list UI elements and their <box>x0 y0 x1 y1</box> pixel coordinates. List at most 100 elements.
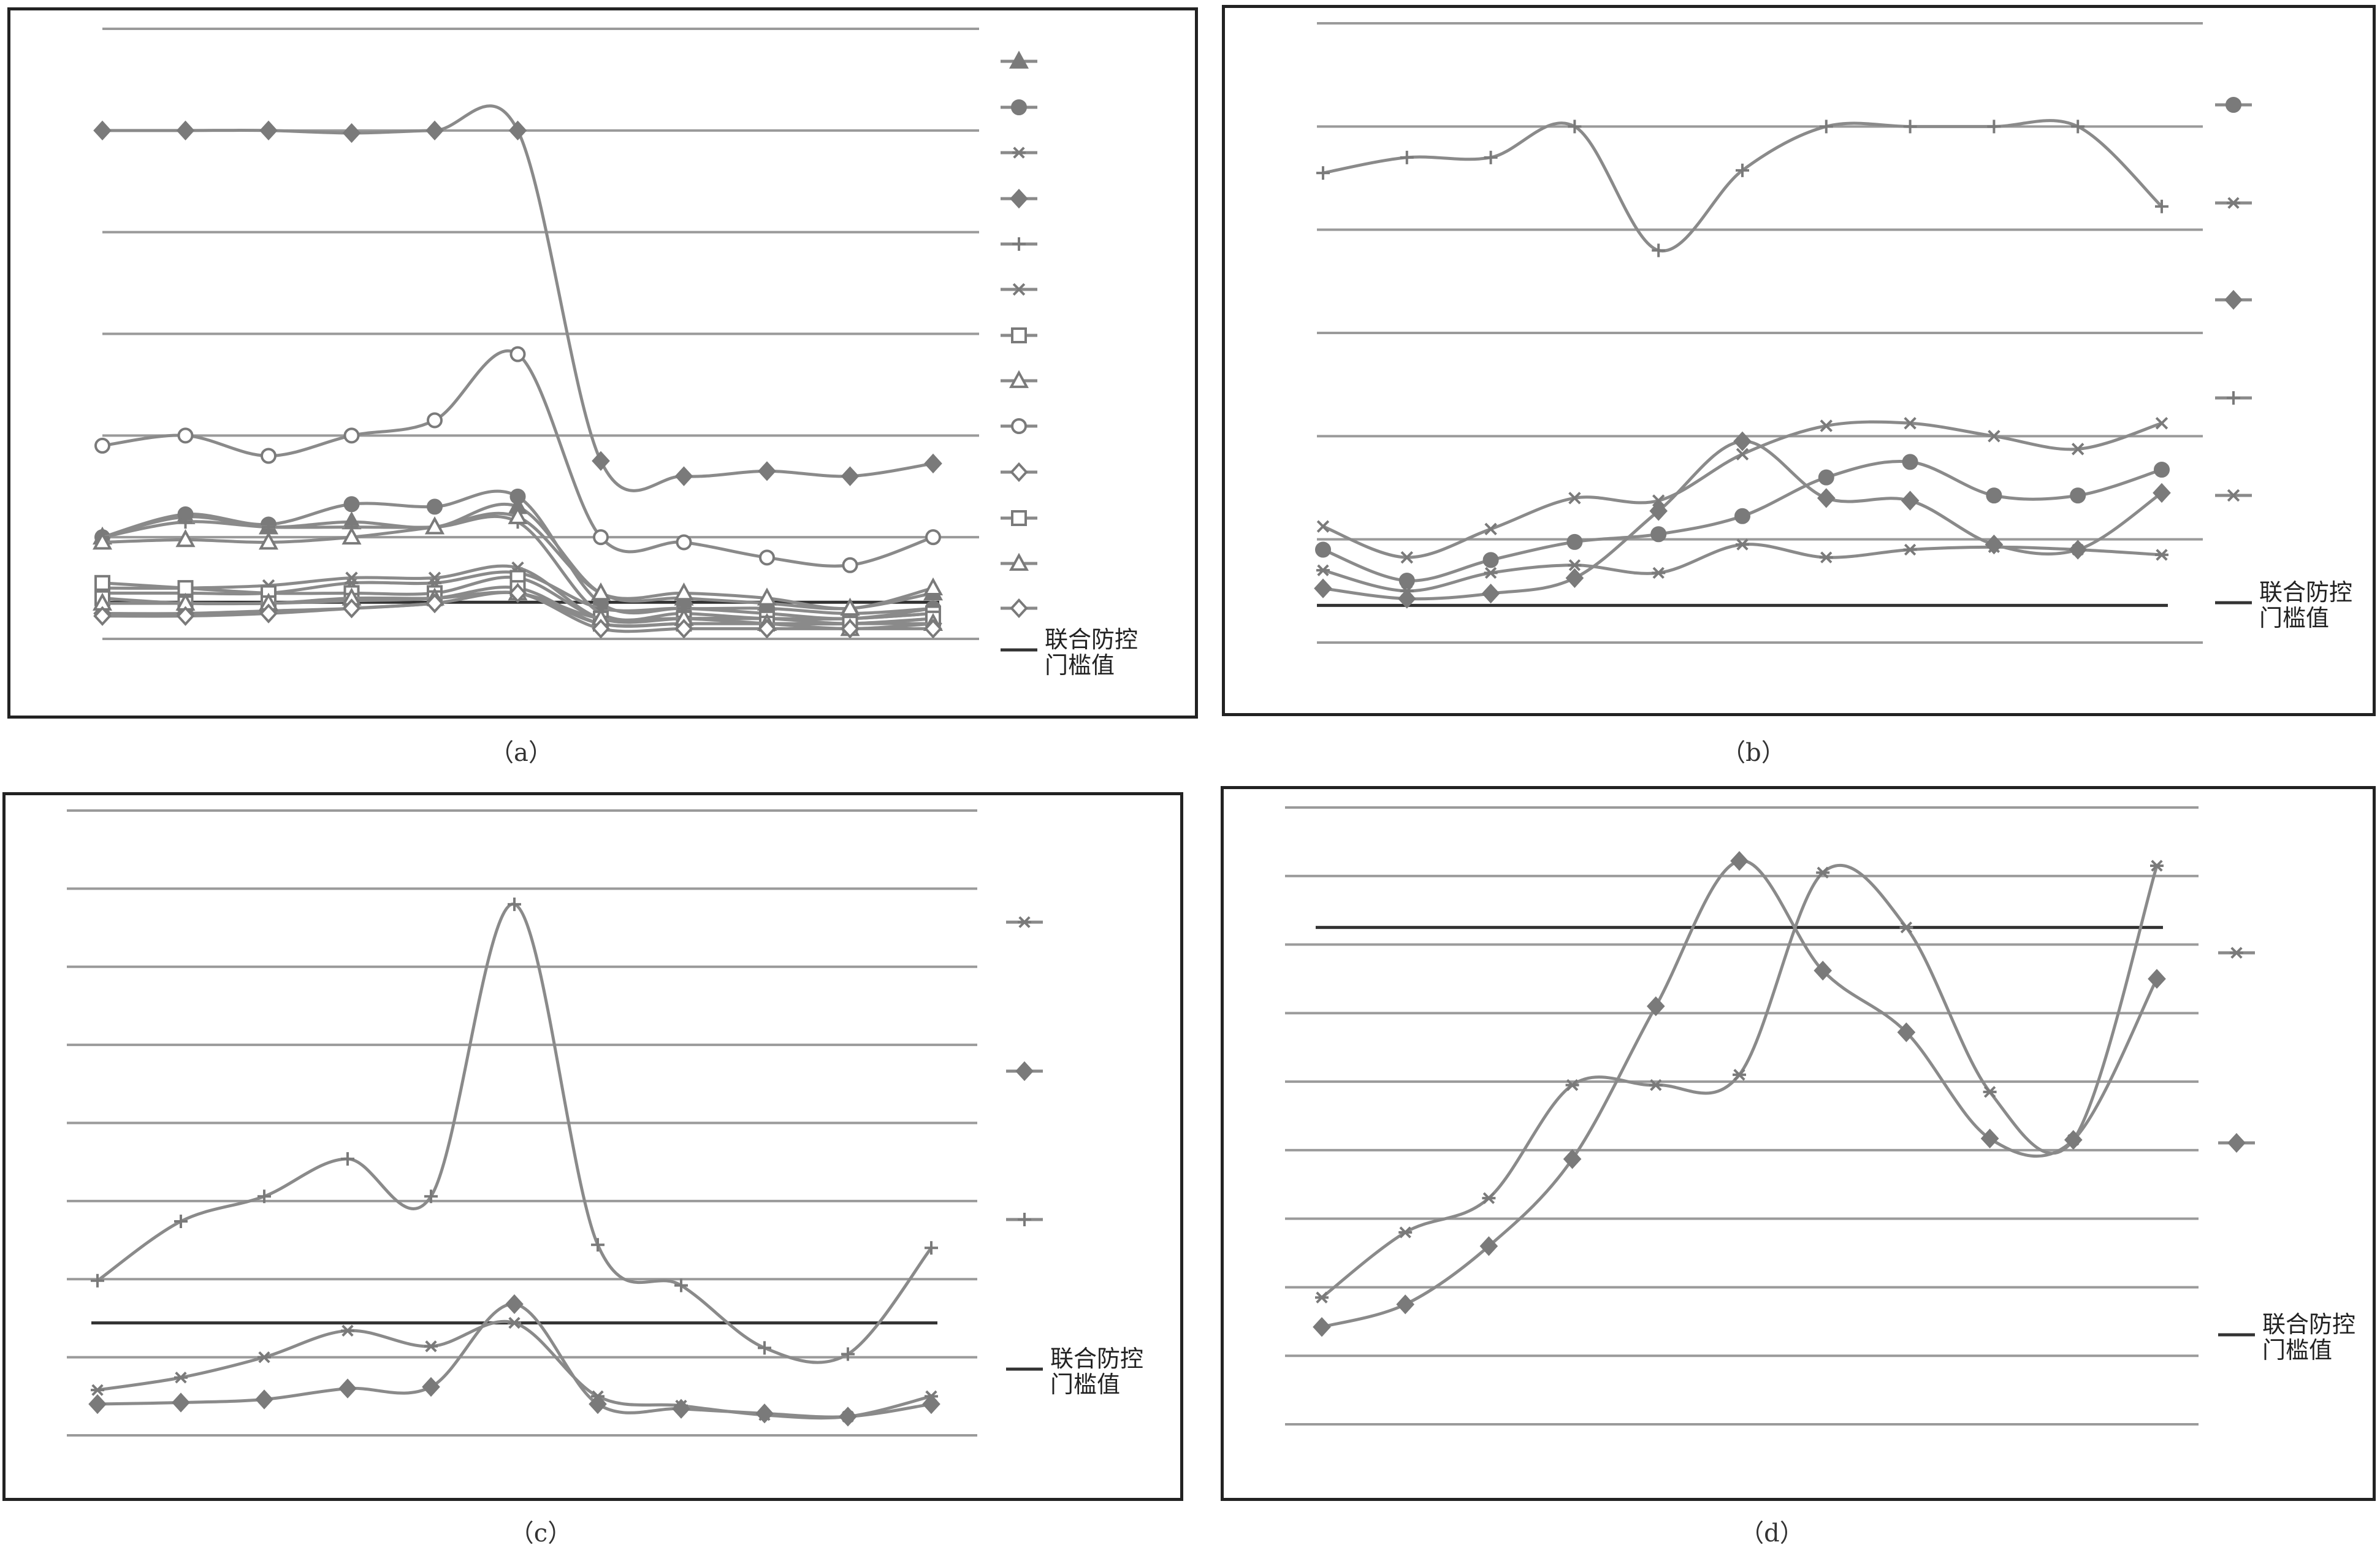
data-point-c-1-2015 <box>589 1394 607 1414</box>
data-point-b-3-2010 <box>1400 150 1414 164</box>
data-point-b-0-2015 <box>1818 469 1834 486</box>
data-point-b-0-2019 <box>2154 462 2170 478</box>
data-point-d-1-2011 <box>1479 1236 1498 1256</box>
legend-label-threshold-line1-b: 联合防控 <box>2259 579 2352 606</box>
data-point-a-7-2013 <box>424 516 445 535</box>
data-point-b-2-2011 <box>1481 583 1500 604</box>
legend-label-threshold-line2-b: 门槛值 <box>2259 605 2329 632</box>
data-point-a-8-2009 <box>94 437 110 454</box>
data-point-c-2-2016 <box>674 1278 688 1292</box>
caption-b: （b） <box>1721 739 1786 767</box>
data-point-c-2-2014 <box>508 897 521 911</box>
data-point-a-7-2012 <box>341 526 362 545</box>
data-point-b-3-2013 <box>1652 243 1666 258</box>
data-point-c-1-2017 <box>755 1403 774 1424</box>
data-point-a-1-2014 <box>509 488 526 505</box>
data-point-a-7-2016 <box>674 582 694 601</box>
data-point-b-1-2019 <box>2155 549 2168 561</box>
data-point-a-12-2011 <box>259 603 278 624</box>
data-point-a-1-2012 <box>343 496 360 513</box>
data-point-d-1-2010 <box>1396 1294 1415 1315</box>
data-point-a-7-2017 <box>757 587 777 606</box>
data-point-d-1-2013 <box>1646 996 1665 1017</box>
data-point-d-1-2014 <box>1730 851 1749 871</box>
series-line-c-0 <box>97 1319 932 1420</box>
data-point-b-4-2013 <box>1652 494 1665 507</box>
data-point-b-2-2016 <box>1901 491 1920 511</box>
chart-a-svg: 联合防控门槛值 <box>92 28 1138 679</box>
data-point-c-2-2015 <box>591 1238 605 1252</box>
data-point-c-0-2009 <box>91 1384 104 1396</box>
data-point-c-2-2011 <box>257 1189 271 1204</box>
data-point-c-0-2011 <box>257 1351 271 1364</box>
data-point-d-0-2011 <box>1482 1192 1496 1204</box>
caption-c: （c） <box>509 1519 573 1548</box>
data-point-c-2-2013 <box>424 1189 438 1204</box>
data-point-b-4-2011 <box>1484 522 1497 536</box>
data-point-d-0-2012 <box>1565 1079 1579 1091</box>
data-point-d-0-2016 <box>1899 921 1913 934</box>
data-point-c-0-2012 <box>341 1324 354 1337</box>
data-point-a-8-2013 <box>427 412 443 429</box>
legend-label-threshold-line1-c: 联合防控 <box>1050 1345 1143 1372</box>
chart-panel-a: 联合防控门槛值 <box>7 7 1198 719</box>
data-point-d-0-2015 <box>1816 866 1830 879</box>
data-point-b-1-2015 <box>1819 551 1833 563</box>
series-line-a-3 <box>102 104 934 492</box>
legend-label-threshold-b: 联合防控门槛值 <box>2259 579 2352 632</box>
chart-panel-c: 联合防控门槛值 <box>2 792 1183 1501</box>
data-point-b-3-2012 <box>1568 120 1582 134</box>
data-point-a-7-2014 <box>508 506 528 524</box>
data-point-b-2-2014 <box>1733 431 1752 451</box>
data-point-c-1-2019 <box>922 1394 940 1414</box>
data-point-b-3-2014 <box>1736 163 1749 177</box>
data-point-a-8-2017 <box>759 549 775 566</box>
legend-marker-a-7 <box>1009 370 1029 388</box>
series-a-12 <box>93 583 942 639</box>
data-point-b-4-2012 <box>1568 492 1581 505</box>
data-point-b-1-2013 <box>1652 567 1666 579</box>
data-point-a-8-2015 <box>593 529 609 546</box>
series-line-d-1 <box>1321 859 2159 1329</box>
data-point-a-7-2009 <box>92 532 113 550</box>
legend-label-threshold-line1-d: 联合防控 <box>2262 1311 2355 1338</box>
data-point-d-1-2017 <box>1980 1128 1999 1149</box>
legend-label-threshold-line2-d: 门槛值 <box>2262 1337 2332 1364</box>
data-point-a-12-2018 <box>841 619 860 639</box>
legend-marker-b-1 <box>2227 197 2240 209</box>
data-point-b-0-2017 <box>1986 487 2002 504</box>
legend-marker-c-2 <box>1018 1213 1031 1226</box>
chart-panel-b: 联合防控门槛值 <box>1222 5 2376 716</box>
data-point-a-12-2010 <box>176 606 195 626</box>
legend-label-threshold-c: 联合防控门槛值 <box>1050 1345 1143 1398</box>
legend-label-threshold-line2-a: 门槛值 <box>1045 652 1115 679</box>
data-point-a-3-2016 <box>674 466 693 486</box>
data-point-a-12-2015 <box>592 619 610 639</box>
data-point-c-0-2014 <box>508 1316 521 1329</box>
legend-label-threshold-a: 联合防控门槛值 <box>1045 626 1138 679</box>
legend-marker-a-3 <box>1010 188 1028 209</box>
legend-marker-a-12 <box>1010 598 1028 619</box>
series-b-4 <box>1316 417 2168 564</box>
data-point-a-12-2019 <box>924 619 942 639</box>
data-point-a-7-2011 <box>258 532 279 550</box>
data-point-c-2-2012 <box>341 1152 354 1166</box>
data-point-c-0-2010 <box>174 1372 188 1384</box>
data-point-b-1-2012 <box>1568 559 1582 571</box>
data-point-a-8-2011 <box>261 448 277 464</box>
data-point-d-1-2019 <box>2148 969 2166 989</box>
data-point-b-0-2010 <box>1398 573 1415 589</box>
series-b-2 <box>1314 431 2171 609</box>
data-point-b-2-2010 <box>1397 589 1416 609</box>
data-point-b-0-2014 <box>1734 508 1750 524</box>
data-point-a-7-2019 <box>923 577 944 595</box>
data-point-b-0-2009 <box>1315 541 1331 558</box>
data-point-c-2-2009 <box>91 1273 104 1288</box>
data-point-a-3-2018 <box>841 466 860 486</box>
data-point-b-2-2009 <box>1314 578 1332 598</box>
series-a-3 <box>93 104 942 492</box>
legend-marker-a-0 <box>1009 50 1029 69</box>
series-c-0 <box>91 1316 938 1423</box>
legend-marker-a-10 <box>1011 510 1027 526</box>
data-point-c-1-2014 <box>505 1294 524 1315</box>
